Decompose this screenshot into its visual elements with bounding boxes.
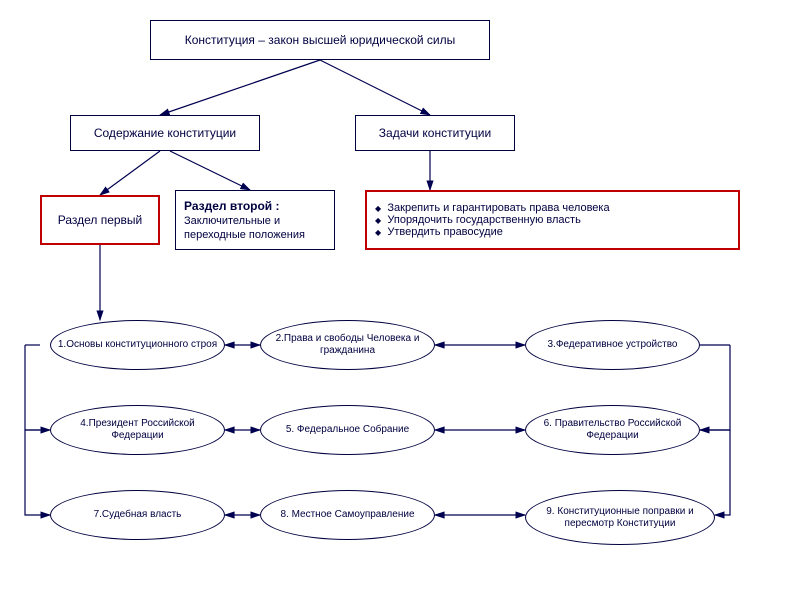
section2-body: Заключительные и переходные положения	[184, 215, 305, 241]
task-bullet: Утвердить правосудие	[375, 226, 610, 238]
chapter-ellipse-2: 2.Права и свободы Человека и гражданина	[260, 320, 435, 370]
chapter-label: 4.Президент Российской Федерации	[55, 418, 220, 442]
title-text: Конституция – закон высшей юридической с…	[185, 33, 456, 47]
chapter-ellipse-3: 3.Федеративное устройство	[525, 320, 700, 370]
tasks-list-box: Закрепить и гарантировать права человека…	[365, 190, 740, 250]
task-bullet: Упорядочить государственную власть	[375, 214, 610, 226]
chapter-label: 9. Конституционные поправки и пересмотр …	[530, 506, 710, 530]
section2-title: Раздел второй :	[184, 199, 280, 213]
section1-text: Раздел первый	[58, 213, 143, 227]
tasks-box: Задачи конституции	[355, 115, 515, 151]
chapter-ellipse-6: 6. Правительство Российской Федерации	[525, 405, 700, 455]
chapter-ellipse-4: 4.Президент Российской Федерации	[50, 405, 225, 455]
chapter-label: 6. Правительство Российской Федерации	[530, 418, 695, 442]
chapter-label: 7.Судебная власть	[94, 509, 182, 521]
chapter-ellipse-1: 1.Основы конституционного строя	[50, 320, 225, 370]
chapter-label: 1.Основы конституционного строя	[58, 339, 217, 351]
section2-box: Раздел второй : Заключительные и переход…	[175, 190, 335, 250]
task-bullet: Закрепить и гарантировать права человека	[375, 202, 610, 214]
chapter-label: 5. Федеральное Собрание	[286, 424, 409, 436]
section1-box: Раздел первый	[40, 195, 160, 245]
content-box: Содержание конституции	[70, 115, 260, 151]
tasks-text: Задачи конституции	[379, 126, 491, 140]
chapter-ellipse-7: 7.Судебная власть	[50, 490, 225, 540]
chapter-label: 3.Федеративное устройство	[547, 339, 677, 351]
tasks-bullets: Закрепить и гарантировать права человека…	[375, 202, 610, 238]
chapter-ellipse-5: 5. Федеральное Собрание	[260, 405, 435, 455]
chapter-label: 8. Местное Самоуправление	[280, 509, 414, 521]
chapter-ellipse-8: 8. Местное Самоуправление	[260, 490, 435, 540]
chapter-ellipse-9: 9. Конституционные поправки и пересмотр …	[525, 490, 715, 545]
content-text: Содержание конституции	[94, 126, 236, 140]
title-box: Конституция – закон высшей юридической с…	[150, 20, 490, 60]
chapter-label: 2.Права и свободы Человека и гражданина	[265, 333, 430, 357]
